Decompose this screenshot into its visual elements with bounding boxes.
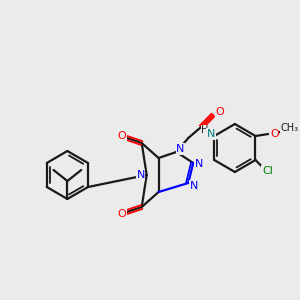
Text: N: N: [195, 159, 203, 169]
Text: O: O: [216, 107, 224, 117]
Text: O: O: [118, 131, 126, 141]
Text: N: N: [176, 144, 184, 154]
Text: N: N: [136, 170, 145, 180]
Text: N: N: [190, 181, 198, 191]
Text: O: O: [270, 129, 279, 139]
Text: CH₃: CH₃: [280, 123, 298, 133]
Text: N: N: [207, 129, 215, 139]
Text: O: O: [118, 209, 126, 219]
Text: H: H: [202, 125, 209, 135]
Text: Cl: Cl: [262, 166, 273, 176]
